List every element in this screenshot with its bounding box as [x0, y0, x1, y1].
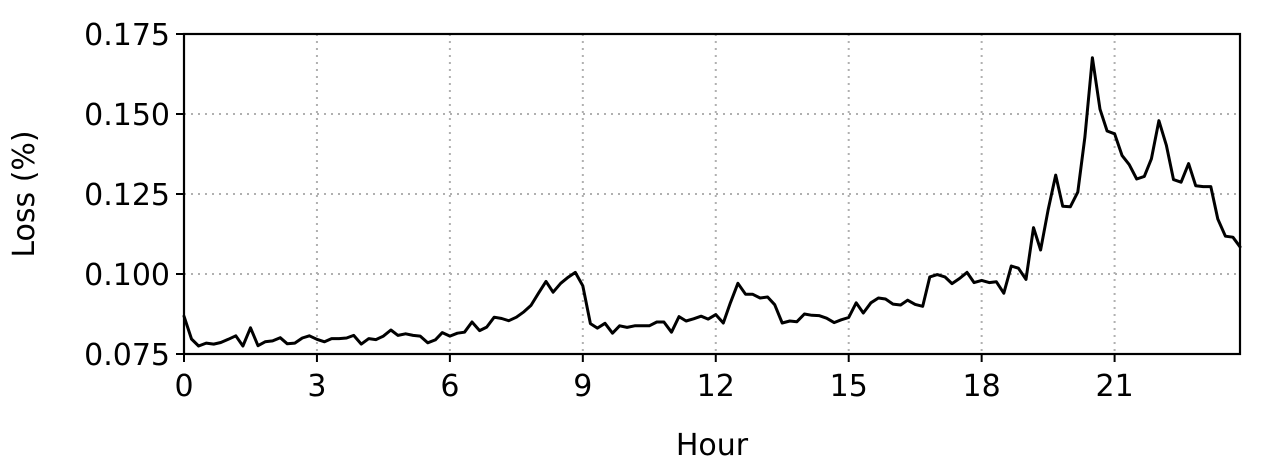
x-tick-label: 3 [307, 369, 326, 404]
y-tick-label: 0.075 [84, 338, 170, 373]
y-tick-label: 0.150 [84, 98, 170, 133]
loss-series-line [182, 56, 1242, 348]
y-tick-label: 0.125 [84, 178, 170, 213]
y-axis-label: Loss (%) [7, 130, 42, 257]
x-axis-label: Hour [676, 428, 749, 463]
x-tick-label: 0 [174, 369, 193, 404]
x-tick-label: 9 [573, 369, 592, 404]
grid [184, 34, 1240, 354]
y-tick-label: 0.100 [84, 258, 170, 293]
x-axis: 0 3 6 9 12 15 18 21 [174, 354, 1134, 404]
series [182, 56, 1242, 348]
x-tick-label: 21 [1095, 369, 1133, 404]
x-tick-label: 6 [440, 369, 459, 404]
x-tick-label: 12 [697, 369, 735, 404]
y-axis: 0.075 0.100 0.125 0.150 0.175 [84, 18, 184, 373]
y-tick-label: 0.175 [84, 18, 170, 53]
x-tick-label: 15 [830, 369, 868, 404]
x-tick-label: 18 [963, 369, 1001, 404]
